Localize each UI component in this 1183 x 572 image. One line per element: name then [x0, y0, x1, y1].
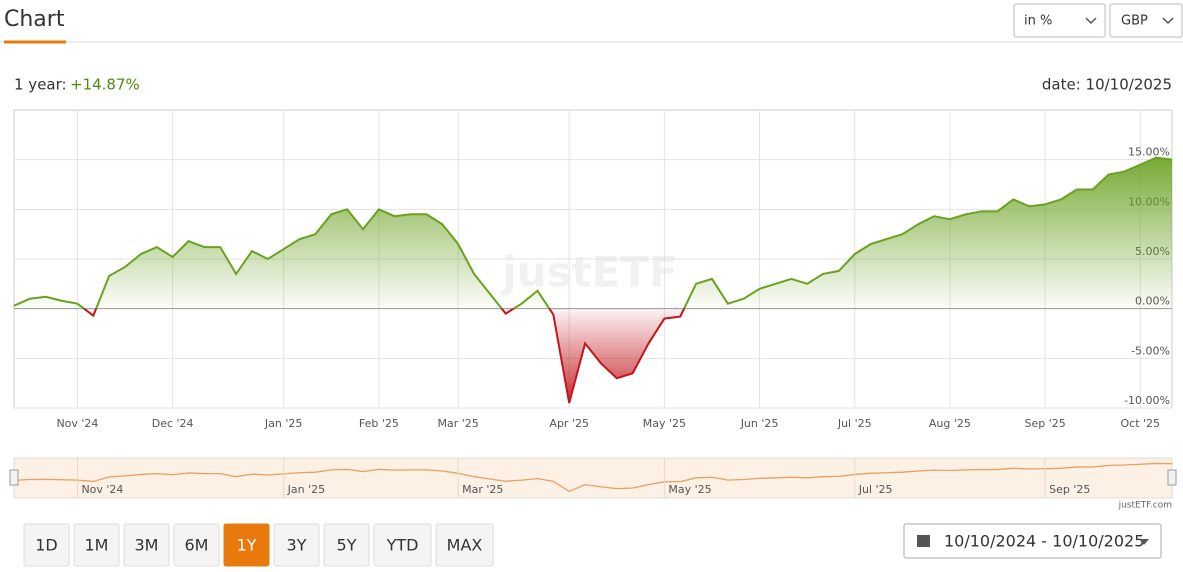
currency-select[interactable]: GBP	[1109, 3, 1183, 38]
x-tick-label: Feb '25	[359, 417, 399, 430]
area	[14, 157, 1172, 404]
navigator-label: Jan '25	[287, 483, 325, 496]
range-button[interactable]: 1Y	[223, 523, 270, 567]
date-range-text[interactable]: 10/10/2024 - 10/10/2025	[944, 532, 1144, 551]
date-range-box[interactable]	[903, 523, 1162, 559]
select-box[interactable]	[1013, 3, 1106, 38]
date-range[interactable]: 10/10/2024 - 10/10/2025	[903, 523, 1162, 559]
select-text[interactable]: GBP	[1121, 14, 1148, 29]
x-tick-label: Jul '25	[837, 417, 872, 430]
y-tick-label: -10.00%	[1124, 394, 1170, 407]
chevron	[1162, 17, 1174, 25]
range-button[interactable]: 1M	[73, 523, 120, 567]
button-label[interactable]: 1Y	[237, 536, 257, 555]
x-tick-label: Dec '24	[152, 417, 194, 430]
chevron	[1085, 17, 1097, 25]
x-tick-label: Aug '25	[929, 417, 971, 430]
x-tick-label: Oct '25	[1121, 417, 1161, 430]
range-button[interactable]: MAX	[435, 523, 494, 567]
navigator-label: Jul '25	[858, 483, 893, 496]
navigator-label: Nov '24	[81, 483, 123, 496]
select-text[interactable]: in %	[1024, 14, 1052, 29]
range-button[interactable]: 3M	[123, 523, 170, 567]
unit-select[interactable]: in %	[1013, 3, 1106, 38]
button-label[interactable]: 3M	[135, 536, 159, 555]
button-box[interactable]	[273, 523, 320, 567]
y-tick-label: -5.00%	[1131, 344, 1170, 357]
button-box[interactable]	[123, 523, 170, 567]
line	[13, 156, 1173, 404]
button-box[interactable]	[173, 523, 220, 567]
navigator-line	[13, 462, 1173, 493]
range-button[interactable]: 1D	[23, 523, 70, 567]
button-label[interactable]: 6M	[185, 536, 209, 555]
range-button[interactable]: 3Y	[273, 523, 320, 567]
navigator-label: May '25	[668, 483, 711, 496]
range-button[interactable]: 6M	[173, 523, 220, 567]
button-box[interactable]	[223, 523, 270, 567]
y-tick-label: 15.00%	[1128, 146, 1170, 159]
button-label[interactable]: YTD	[386, 536, 419, 555]
button-box[interactable]	[435, 523, 494, 567]
button-label[interactable]: 3Y	[287, 536, 307, 555]
button-box[interactable]	[73, 523, 120, 567]
x-tick-label: Apr '25	[549, 417, 589, 430]
navigator-label: Sep '25	[1049, 483, 1090, 496]
calendar-icon	[917, 535, 930, 547]
period-return: +14.87%	[70, 76, 140, 94]
navigator-label: Mar '25	[462, 483, 503, 496]
button-box[interactable]	[23, 523, 70, 567]
button-box[interactable]	[373, 523, 432, 567]
watermark: justETF	[500, 248, 677, 297]
button-label[interactable]: 5Y	[337, 536, 357, 555]
button-label[interactable]: MAX	[447, 536, 483, 555]
caret	[1139, 539, 1149, 545]
x-tick-label: Nov '24	[56, 417, 98, 430]
select-box[interactable]	[1109, 3, 1183, 38]
button-label[interactable]: 1M	[85, 536, 109, 555]
date-label: date: 10/10/2025	[1042, 76, 1172, 94]
x-tick-label: Jun '25	[740, 417, 779, 430]
x-tick-label: Mar '25	[438, 417, 479, 430]
navigator-handle[interactable]	[9, 469, 19, 486]
button-label[interactable]: 1D	[35, 536, 58, 555]
period-label: 1 year:	[14, 76, 67, 94]
button-box[interactable]	[323, 523, 370, 567]
range-button[interactable]: YTD	[373, 523, 432, 567]
x-tick-label: May '25	[643, 417, 686, 430]
x-tick-label: Sep '25	[1024, 417, 1065, 430]
range-button[interactable]: 5Y	[323, 523, 370, 567]
x-tick-label: Jan '25	[264, 417, 302, 430]
navigator-handle[interactable]	[1167, 469, 1177, 486]
navigator[interactable]	[13, 457, 1173, 499]
credit: justETF.com	[1118, 501, 1172, 511]
heading: Chart	[4, 7, 65, 32]
